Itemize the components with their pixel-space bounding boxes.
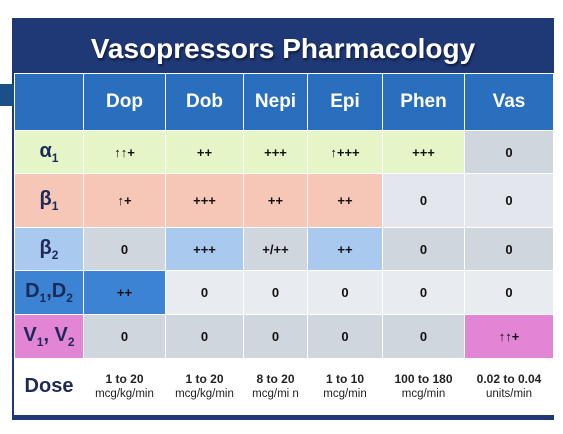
receptor-row-beta1: β1 ↑+ +++ ++ ++ 0 0 bbox=[14, 173, 554, 228]
cell-beta1-epi: ++ bbox=[307, 173, 383, 228]
dose-unit: mcg/kg/min bbox=[175, 388, 234, 400]
dose-row: Dose 1 to 20 mcg/kg/min 1 to 20 mcg/kg/min… bbox=[14, 358, 554, 415]
cell-beta1-phen: 0 bbox=[382, 173, 465, 228]
row-label-text: β bbox=[39, 236, 52, 259]
row-label-sub2: 2 bbox=[66, 291, 73, 305]
dose-cell-epi: 1 to 10 mcg/min bbox=[307, 358, 383, 415]
corner-cell bbox=[14, 73, 84, 131]
cell-dopamine-dob: 0 bbox=[165, 270, 244, 315]
col-header-dob: Dob bbox=[165, 73, 244, 131]
row-label-vasopressin: V1, V2 bbox=[14, 314, 84, 359]
dose-unit: mcg/min bbox=[401, 388, 446, 400]
dose-unit: units/min bbox=[485, 388, 533, 400]
cell-alpha1-dop: ↑↑+ bbox=[83, 130, 166, 174]
row-label-text: α bbox=[39, 139, 52, 162]
row-label-sub: 1 bbox=[51, 199, 59, 213]
cell-beta1-nepi: ++ bbox=[243, 173, 308, 228]
dose-unit: mcg/min bbox=[323, 388, 367, 400]
dose-amount: 1 to 20 bbox=[105, 372, 144, 386]
cell-beta2-phen: 0 bbox=[382, 227, 465, 271]
col-header-dop: Dop bbox=[83, 73, 166, 131]
cell-beta1-vas: 0 bbox=[464, 173, 554, 228]
receptor-row-alpha1: α1 ↑↑+ ++ +++ ↑+++ +++ 0 bbox=[14, 130, 554, 174]
cell-alpha1-epi: ↑+++ bbox=[307, 130, 383, 174]
cell-dopamine-dop: ++ bbox=[83, 270, 166, 315]
receptor-row-beta2: β2 0 +++ +/++ ++ 0 0 bbox=[14, 227, 554, 271]
cell-dopamine-vas: 0 bbox=[464, 270, 554, 315]
row-label-sub: 1 bbox=[36, 335, 44, 349]
col-header-phen: Phen bbox=[382, 73, 465, 131]
cell-alpha1-vas: 0 bbox=[464, 130, 554, 174]
header-row: Dop Dob Nepi Epi Phen Vas bbox=[14, 73, 554, 131]
cell-dopamine-nepi: 0 bbox=[243, 270, 308, 315]
col-header-epi: Epi bbox=[307, 73, 383, 131]
dose-cell-phen: 100 to 180 mcg/min bbox=[382, 358, 465, 415]
receptor-row-dopamine: D1,D2 ++ 0 0 0 0 0 bbox=[14, 270, 554, 315]
cell-vasopressin-vas: ↑↑+ bbox=[464, 314, 554, 359]
cell-vasopressin-nepi: 0 bbox=[243, 314, 308, 359]
cell-beta2-vas: 0 bbox=[464, 227, 554, 271]
cell-beta2-dop: 0 bbox=[83, 227, 166, 271]
row-label-text2: ,D bbox=[46, 280, 67, 302]
cell-beta2-epi: ++ bbox=[307, 227, 383, 271]
cell-dopamine-phen: 0 bbox=[382, 270, 465, 315]
cell-beta1-dop: ↑+ bbox=[83, 173, 166, 228]
pharmacology-table: Dop Dob Nepi Epi Phen Vas α1 ↑↑+ ++ +++ … bbox=[14, 73, 554, 415]
dose-cell-dob: 1 to 20 mcg/kg/min bbox=[165, 358, 244, 415]
dose-amount: 0.02 to 0.04 bbox=[476, 372, 542, 386]
receptor-row-vasopressin: V1, V2 0 0 0 0 0 ↑↑+ bbox=[14, 314, 554, 359]
row-label-sub: 1 bbox=[39, 291, 47, 305]
row-label-dose: Dose bbox=[14, 358, 84, 415]
dose-cell-vas: 0.02 to 0.04 units/min bbox=[464, 358, 554, 415]
dose-amount: 8 to 20 bbox=[256, 372, 295, 386]
accent-bar bbox=[0, 84, 14, 106]
dose-amount: 1 to 10 bbox=[325, 372, 364, 386]
cell-alpha1-nepi: +++ bbox=[243, 130, 308, 174]
dose-amount: 100 to 180 bbox=[394, 372, 453, 386]
row-label-sub2: 2 bbox=[67, 335, 75, 349]
row-label-sub: 1 bbox=[51, 150, 59, 165]
cell-vasopressin-epi: 0 bbox=[307, 314, 383, 359]
row-label-text: β bbox=[39, 188, 52, 210]
slide-title: Vasopressors Pharmacology bbox=[90, 33, 476, 64]
col-header-nepi: Nepi bbox=[243, 73, 308, 131]
cell-beta1-dob: +++ bbox=[165, 173, 244, 228]
col-header-vas: Vas bbox=[464, 73, 554, 131]
row-label-dopamine: D1,D2 bbox=[14, 270, 84, 315]
dose-unit: mcg/kg/min bbox=[95, 388, 154, 400]
row-label-beta1: β1 bbox=[14, 173, 84, 228]
cell-vasopressin-dob: 0 bbox=[165, 314, 244, 359]
cell-vasopressin-dop: 0 bbox=[83, 314, 166, 359]
row-label-alpha1: α1 bbox=[14, 130, 84, 174]
cell-beta2-dob: +++ bbox=[165, 227, 244, 271]
cell-vasopressin-phen: 0 bbox=[382, 314, 465, 359]
row-label-text: V bbox=[23, 324, 37, 346]
dose-cell-nepi: 8 to 20 mcg/mi n bbox=[243, 358, 308, 415]
cell-alpha1-dob: ++ bbox=[165, 130, 244, 174]
row-label-sub: 2 bbox=[51, 247, 59, 262]
row-label-text2: , V bbox=[43, 324, 68, 346]
cell-dopamine-epi: 0 bbox=[307, 270, 383, 315]
dose-cell-dop: 1 to 20 mcg/kg/min bbox=[83, 358, 166, 415]
row-label-beta2: β2 bbox=[14, 227, 84, 271]
dose-unit: mcg/mi n bbox=[252, 388, 299, 400]
cell-beta2-nepi: +/++ bbox=[243, 227, 308, 271]
cell-alpha1-phen: +++ bbox=[382, 130, 465, 174]
row-label-text: D bbox=[25, 280, 40, 302]
dose-amount: 1 to 20 bbox=[185, 372, 224, 386]
